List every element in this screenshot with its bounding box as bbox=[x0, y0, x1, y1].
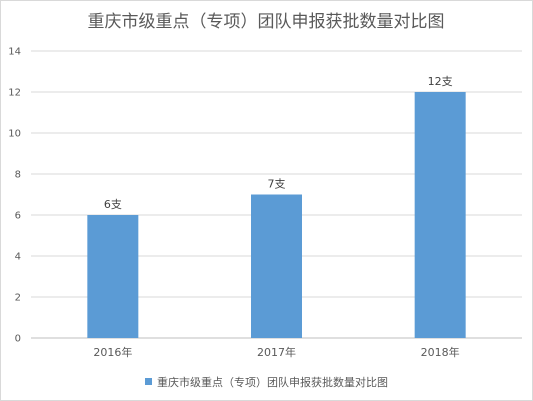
bar bbox=[414, 92, 466, 338]
chart-title: 重庆市级重点（专项）团队申报获批数量对比图 bbox=[88, 12, 445, 32]
legend-label: 重庆市级重点（专项）团队申报获批数量对比图 bbox=[157, 375, 388, 389]
data-labels: 6支 7支 12支 bbox=[104, 75, 453, 211]
x-tick-label: 2017年 bbox=[257, 345, 296, 359]
x-axis-tick-labels: 2016年 2017年 2018年 bbox=[93, 345, 459, 359]
y-tick-label: 4 bbox=[15, 252, 21, 263]
y-tick-label: 10 bbox=[8, 129, 21, 140]
bar bbox=[87, 215, 139, 338]
y-tick-label: 12 bbox=[8, 88, 21, 99]
legend: 重庆市级重点（专项）团队申报获批数量对比图 bbox=[145, 375, 388, 389]
y-axis-tick-labels: 0 2 4 6 8 10 12 14 bbox=[8, 47, 21, 345]
data-label: 6支 bbox=[104, 198, 122, 211]
bar bbox=[251, 194, 302, 338]
y-tick-label: 0 bbox=[15, 334, 21, 345]
data-label: 12支 bbox=[428, 75, 453, 88]
x-tick-label: 2016年 bbox=[93, 345, 132, 359]
bars bbox=[87, 92, 466, 338]
y-tick-label: 6 bbox=[15, 211, 21, 222]
data-label: 7支 bbox=[268, 178, 286, 191]
legend-swatch bbox=[145, 378, 152, 385]
x-tick-label: 2018年 bbox=[421, 345, 460, 359]
y-tick-label: 2 bbox=[15, 293, 21, 304]
y-tick-label: 14 bbox=[8, 47, 21, 58]
y-tick-label: 8 bbox=[15, 170, 21, 181]
